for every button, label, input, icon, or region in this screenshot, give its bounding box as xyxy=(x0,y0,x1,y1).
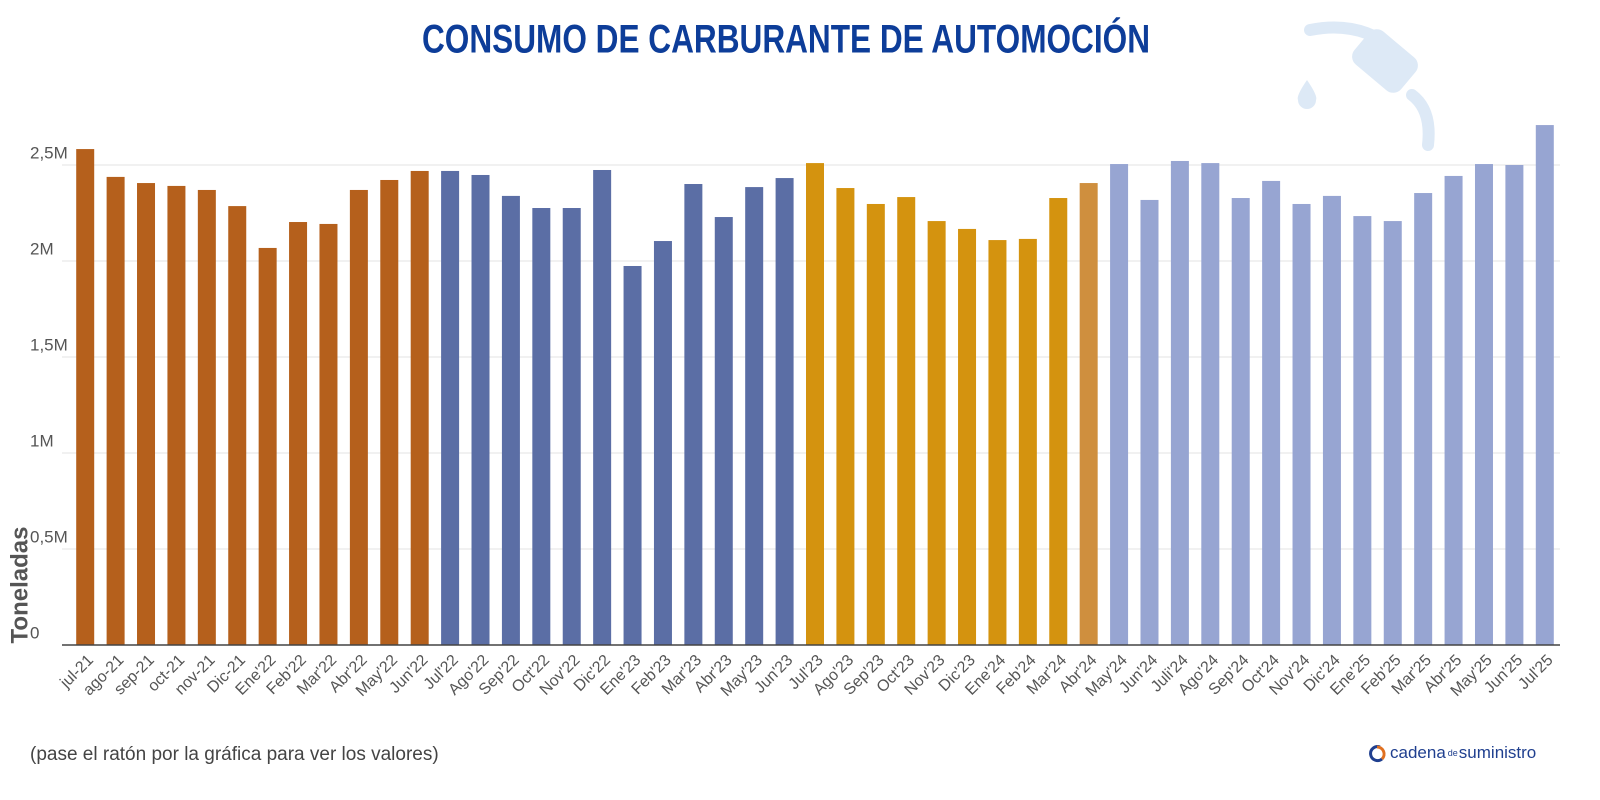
bar[interactable] xyxy=(653,241,672,646)
bar[interactable] xyxy=(806,163,824,645)
bar[interactable] xyxy=(958,228,977,645)
brand-first: cadena xyxy=(1390,743,1446,762)
bar[interactable] xyxy=(1262,180,1281,645)
y-tick-label: 1,5M xyxy=(30,335,68,354)
bar[interactable] xyxy=(1535,125,1554,645)
y-tick-label: 0,5M xyxy=(30,527,68,546)
bar[interactable] xyxy=(1353,216,1372,645)
bar[interactable] xyxy=(76,149,95,645)
brand-middle: de xyxy=(1448,748,1458,758)
y-tick-label: 0 xyxy=(30,623,39,642)
y-axis-label: Toneladas xyxy=(6,527,33,644)
bar[interactable] xyxy=(380,179,399,645)
bar[interactable] xyxy=(1505,165,1524,645)
bar[interactable] xyxy=(1110,164,1129,646)
bar[interactable] xyxy=(1018,238,1037,646)
bar[interactable] xyxy=(258,247,277,645)
bar[interactable] xyxy=(1292,203,1311,645)
bar[interactable] xyxy=(1414,193,1433,646)
bar[interactable] xyxy=(1201,163,1220,645)
bar[interactable] xyxy=(106,176,125,646)
brand-logo: cadena desuministro xyxy=(1369,743,1536,763)
y-tick-label: 2M xyxy=(30,239,54,258)
bar[interactable] xyxy=(410,170,429,645)
bar[interactable] xyxy=(532,208,551,645)
bar[interactable] xyxy=(289,222,308,646)
bar[interactable] xyxy=(137,183,156,645)
bar[interactable] xyxy=(897,197,916,645)
bar[interactable] xyxy=(1474,164,1493,646)
bar[interactable] xyxy=(988,240,1007,645)
bar[interactable] xyxy=(1049,198,1068,646)
bar[interactable] xyxy=(471,174,490,645)
y-tick-label: 1M xyxy=(30,431,54,450)
bar[interactable] xyxy=(197,189,216,645)
bar[interactable] xyxy=(684,184,703,645)
brand-last: suministro xyxy=(1459,743,1536,762)
fuel-pump-icon xyxy=(1297,21,1435,151)
bar[interactable] xyxy=(441,170,460,645)
bar[interactable] xyxy=(1444,175,1463,645)
bar[interactable] xyxy=(866,203,885,645)
logo-mark xyxy=(1376,745,1386,761)
bar[interactable] xyxy=(228,206,247,645)
bar[interactable] xyxy=(836,188,855,646)
bar[interactable] xyxy=(1170,160,1189,645)
brand-text: cadena desuministro xyxy=(1390,743,1536,762)
logo-mark xyxy=(1369,745,1383,763)
bar[interactable] xyxy=(1079,183,1098,645)
chart-title: CONSUMO DE CARBURANTE DE AUTOMOCIÓN xyxy=(422,16,1150,62)
bar[interactable] xyxy=(501,195,520,646)
bar[interactable] xyxy=(167,185,186,646)
bar[interactable] xyxy=(562,208,581,645)
bar[interactable] xyxy=(745,187,764,645)
bar[interactable] xyxy=(775,178,794,645)
y-tick-label: 2,5M xyxy=(30,143,68,162)
bar[interactable] xyxy=(1322,195,1341,646)
bar[interactable] xyxy=(927,221,946,645)
bar[interactable] xyxy=(319,223,338,645)
bar[interactable] xyxy=(1140,199,1159,645)
bar[interactable] xyxy=(1231,198,1250,646)
footnote: (pase el ratón por la gráfica para ver l… xyxy=(30,744,439,765)
bar[interactable] xyxy=(623,265,642,645)
bar[interactable] xyxy=(349,189,368,645)
bar[interactable] xyxy=(1383,221,1402,645)
x-tick-label: Jul'25 xyxy=(1515,652,1556,693)
bar[interactable] xyxy=(593,169,612,645)
bar[interactable] xyxy=(714,217,733,646)
